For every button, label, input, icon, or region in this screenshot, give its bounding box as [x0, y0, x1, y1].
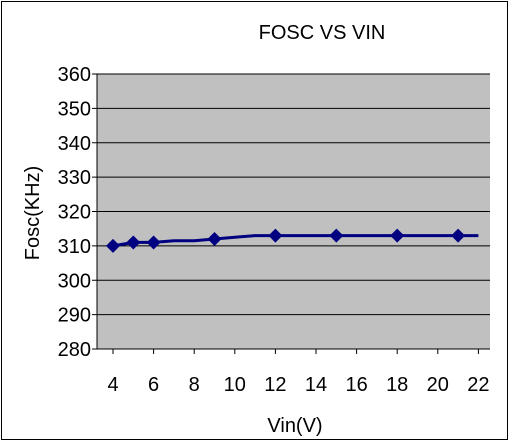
- x-tick-label-20: 20: [427, 374, 449, 396]
- gridlines: [97, 73, 490, 350]
- x-tick-label-12: 12: [264, 374, 286, 396]
- y-tick-label-300: 300: [58, 270, 91, 292]
- x-tick-label-14: 14: [305, 374, 327, 396]
- y-tick-label-350: 350: [58, 98, 91, 120]
- data-point-18: [390, 228, 405, 243]
- y-tick-label-360: 360: [58, 64, 91, 86]
- y-tick-label-310: 310: [58, 236, 91, 258]
- series-line-path: [112, 234, 479, 248]
- x-tick-label-16: 16: [345, 374, 367, 396]
- series-line: [112, 234, 479, 248]
- chart-title: FOSC VS VIN: [259, 22, 386, 44]
- x-axis-ticks: 4 6 8 10 12 14 16 18 20 22: [107, 349, 490, 396]
- x-tick-label-4: 4: [107, 374, 118, 396]
- x-tick-label-8: 8: [189, 374, 200, 396]
- data-point-6: [146, 235, 161, 250]
- data-point-12: [268, 228, 283, 243]
- y-axis-ticks: 360 350 340 330 320 310 300 290 280: [58, 64, 97, 361]
- y-tick-label-340: 340: [58, 133, 91, 155]
- y-axis-label: Fosc(KHz): [22, 166, 44, 260]
- x-tick-label-18: 18: [386, 374, 408, 396]
- x-tick-label-6: 6: [148, 374, 159, 396]
- data-point-9: [207, 232, 222, 246]
- y-tick-label-330: 330: [58, 167, 91, 189]
- y-tick-label-290: 290: [58, 305, 91, 327]
- data-point-15: [329, 228, 344, 243]
- data-point-4: [106, 238, 120, 253]
- series-markers: [106, 228, 466, 253]
- x-tick-label-22: 22: [467, 374, 489, 396]
- x-axis-label: Vin(V): [267, 415, 322, 437]
- x-tick-label-10: 10: [224, 374, 246, 396]
- y-tick-label-320: 320: [58, 202, 91, 224]
- data-point-5: [126, 235, 141, 250]
- data-point-21: [451, 228, 466, 243]
- y-tick-label-280: 280: [58, 339, 91, 361]
